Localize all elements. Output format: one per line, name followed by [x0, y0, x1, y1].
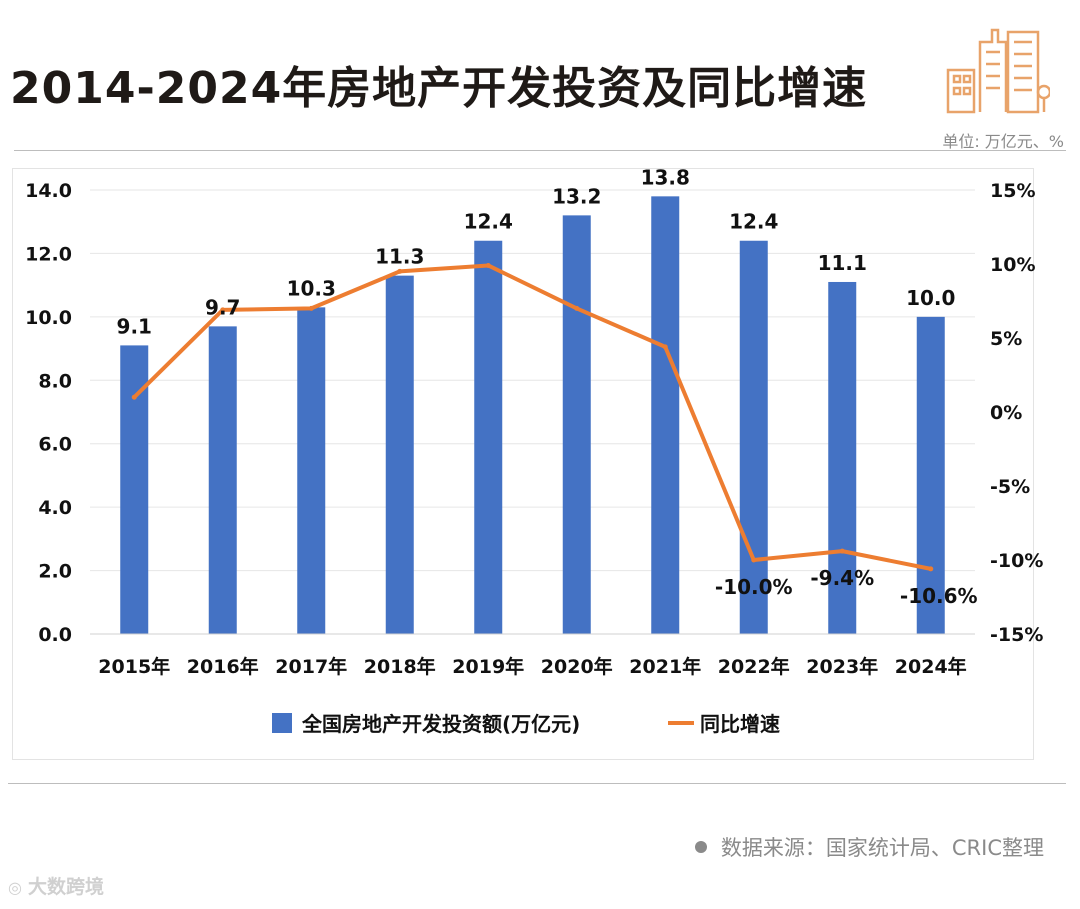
left-axis-tick: 8.0 [38, 370, 72, 392]
left-axis-tick: 10.0 [25, 307, 72, 329]
bar-value-label: 12.4 [729, 210, 778, 234]
bar [651, 196, 680, 635]
x-axis-tick: 2015年 [98, 655, 170, 678]
line-series [131, 262, 934, 572]
bar-value-label: 10.0 [906, 286, 955, 310]
right-axis-tick: 10% [990, 254, 1035, 276]
bar [385, 275, 414, 634]
right-axis-tick: 15% [990, 180, 1035, 202]
data-source: 数据来源：国家统计局、CRIC整理 [694, 832, 1044, 862]
data-source-text: 数据来源：国家统计局、CRIC整理 [720, 836, 1044, 860]
legend-line-label: 同比增速 [700, 712, 780, 736]
x-axis-tick: 2017年 [275, 655, 347, 678]
left-axis-tick: 2.0 [38, 561, 72, 583]
bar [297, 307, 326, 634]
right-axis-tick: -5% [990, 476, 1030, 498]
bar [562, 215, 591, 634]
growth-point [662, 344, 668, 350]
bar-value-label: 11.1 [818, 251, 867, 275]
title-divider [14, 150, 1066, 151]
growth-point [839, 548, 845, 554]
growth-point [574, 305, 580, 311]
growth-point [131, 394, 137, 400]
growth-value-label: -10.6% [900, 584, 978, 608]
left-axis-tick: 14.0 [25, 180, 72, 202]
growth-point [220, 307, 226, 313]
growth-point [308, 305, 314, 311]
growth-value-label: -10.0% [715, 575, 793, 599]
bar-value-label: 12.4 [464, 210, 513, 234]
legend-bar-swatch [272, 713, 292, 733]
bar [828, 281, 857, 634]
right-axis-tick: -15% [990, 624, 1043, 646]
left-axis-tick: 6.0 [38, 434, 72, 456]
bar [739, 240, 768, 634]
x-axis-tick: 2021年 [629, 655, 701, 678]
bar-series [120, 196, 945, 635]
weibo-icon: ◎ [8, 878, 22, 897]
legend-bar-label: 全国房地产开发投资额(万亿元) [301, 712, 580, 736]
x-axis-tick: 2016年 [187, 655, 259, 678]
bar-value-label: 10.3 [287, 276, 336, 300]
growth-point [928, 566, 934, 572]
axes: 0.0 2.0 4.0 6.0 8.0 10.0 12.0 14.0 -15% -10% -5% 0%… [25, 180, 1043, 678]
x-axis-tick: 2020年 [541, 655, 613, 678]
city-buildings-icon [946, 28, 1050, 114]
data-labels: 9.1 9.7 10.3 11.3 12.4 13.2 13.8 12.4 11.1 10.0 -1… [117, 165, 978, 608]
right-axis-tick: 5% [990, 328, 1022, 350]
left-axis-tick: 4.0 [38, 497, 72, 519]
footer-divider [8, 783, 1066, 784]
growth-point [751, 557, 757, 563]
left-axis-tick: 0.0 [38, 624, 72, 646]
bar [916, 316, 945, 634]
weibo-watermark: ◎ 大数跨境 [8, 872, 104, 899]
x-axis-tick: 2019年 [452, 655, 524, 678]
x-axis-tick: 2018年 [364, 655, 436, 678]
chart-frame [12, 168, 1034, 760]
right-axis-tick: 0% [990, 402, 1022, 424]
right-axis-tick: -10% [990, 550, 1043, 572]
bar-value-label: 9.1 [117, 314, 152, 338]
weibo-name: 大数跨境 [27, 876, 104, 898]
bar [208, 326, 237, 634]
left-axis-tick: 12.0 [25, 243, 72, 265]
x-axis-tick: 2022年 [718, 655, 790, 678]
bar-value-label: 13.8 [641, 165, 690, 189]
x-axis-tick: 2024年 [895, 655, 967, 678]
bar-value-label: 13.2 [552, 184, 601, 208]
growth-point [397, 268, 403, 274]
unit-label: 单位: 万亿元、% [942, 132, 1064, 151]
growth-line [132, 263, 933, 571]
chart-title: 2014-2024年房地产开发投资及同比增速 [10, 63, 868, 114]
growth-value-label: -9.4% [810, 566, 874, 590]
x-axis-tick: 2023年 [806, 655, 878, 678]
bar-value-label: 11.3 [375, 245, 424, 269]
bar [474, 240, 503, 634]
bar [120, 345, 149, 634]
bar-value-label: 9.7 [205, 295, 240, 319]
legend: 全国房地产开发投资额(万亿元) 同比增速 [272, 712, 780, 736]
bullet-icon [694, 841, 707, 853]
growth-point [485, 262, 491, 268]
